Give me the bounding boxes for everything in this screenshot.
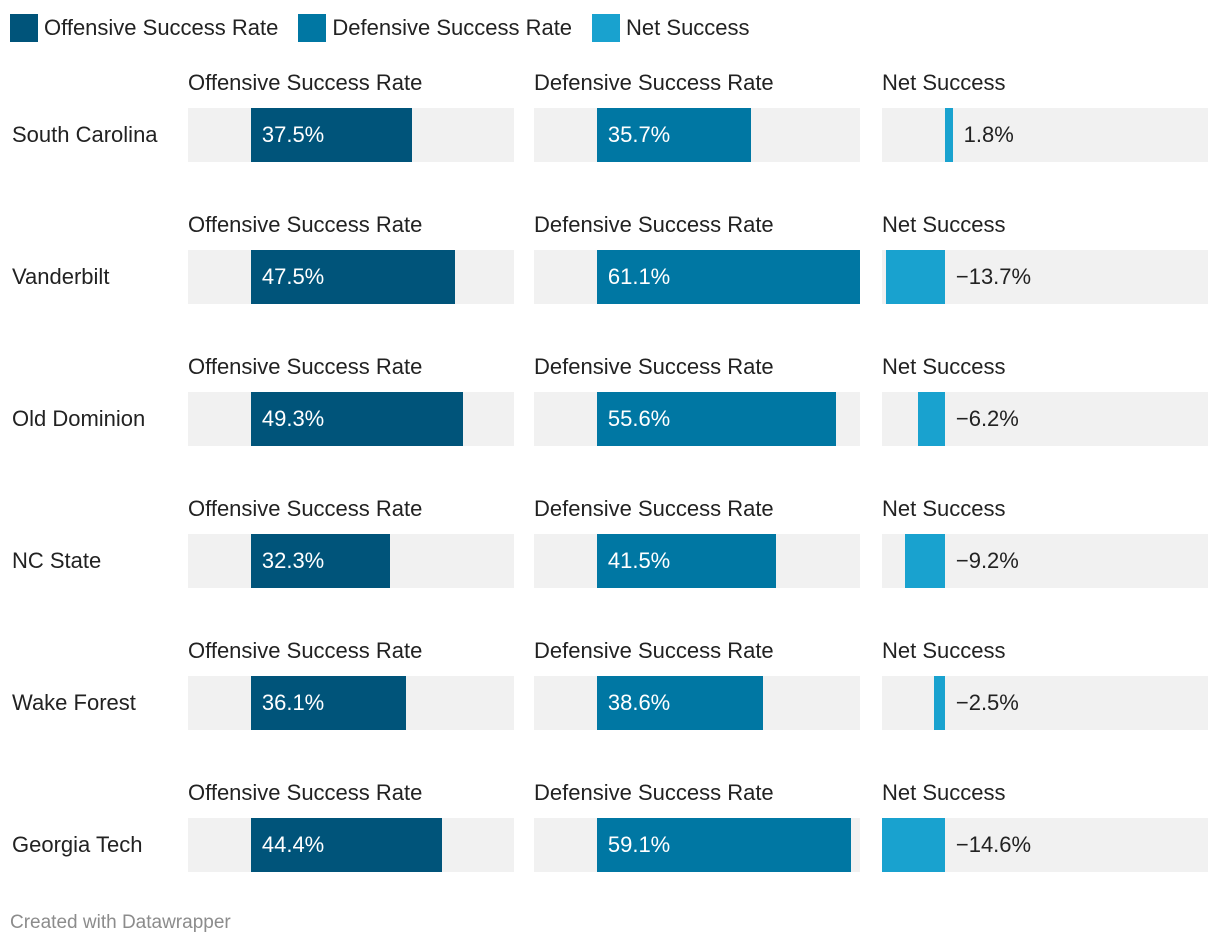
- data-label: 32.3%: [261, 548, 325, 573]
- data-label: 35.7%: [607, 122, 671, 147]
- panel-title-net: Net Success: [882, 496, 1006, 521]
- data-label: 44.4%: [261, 832, 325, 857]
- bar-offensive[interactable]: [250, 534, 390, 588]
- data-label: 41.5%: [607, 548, 671, 573]
- panel-title-defensive: Defensive Success Rate: [534, 496, 774, 521]
- legend-swatch-offensive: [10, 14, 38, 42]
- data-label: −6.2%: [955, 406, 1019, 431]
- panel-title-offensive: Offensive Success Rate: [188, 780, 423, 805]
- row-label: Wake Forest: [12, 690, 136, 715]
- legend-item-defensive: Defensive Success Rate: [298, 14, 572, 42]
- data-label: −13.7%: [955, 264, 1032, 289]
- data-label: 36.1%: [261, 690, 325, 715]
- legend-label-offensive: Offensive Success Rate: [44, 15, 279, 40]
- data-label: −14.6%: [955, 832, 1032, 857]
- panel-title-defensive: Defensive Success Rate: [534, 638, 774, 663]
- data-label: −9.2%: [955, 548, 1019, 573]
- row-label: South Carolina: [12, 122, 158, 147]
- row-label: Georgia Tech: [12, 832, 143, 857]
- bar-net[interactable]: [885, 250, 945, 304]
- data-label: 61.1%: [607, 264, 671, 289]
- panel-title-net: Net Success: [882, 780, 1006, 805]
- panel-title-offensive: Offensive Success Rate: [188, 70, 423, 95]
- bar-offensive[interactable]: [250, 250, 456, 304]
- row-label: NC State: [12, 548, 102, 573]
- panel-title-offensive: Offensive Success Rate: [188, 638, 423, 663]
- data-label: 37.5%: [261, 122, 325, 147]
- bar-defensive[interactable]: [596, 534, 776, 588]
- data-label: 59.1%: [607, 832, 671, 857]
- data-label: 1.8%: [963, 122, 1014, 147]
- bar-net[interactable]: [905, 534, 945, 588]
- legend-label-net: Net Success: [626, 15, 750, 40]
- data-label: −2.5%: [955, 690, 1019, 715]
- bar-track: [882, 108, 1208, 162]
- panel-title-offensive: Offensive Success Rate: [188, 212, 423, 237]
- bar-offensive[interactable]: [250, 818, 443, 872]
- panel-title-defensive: Defensive Success Rate: [534, 354, 774, 379]
- data-label: 49.3%: [261, 406, 325, 431]
- footer-credit: Created with Datawrapper: [10, 912, 231, 933]
- bar-net[interactable]: [944, 108, 953, 162]
- row-label: Old Dominion: [12, 406, 146, 431]
- data-label: 38.6%: [607, 690, 671, 715]
- bar-net[interactable]: [918, 392, 945, 446]
- legend-label-defensive: Defensive Success Rate: [332, 15, 573, 40]
- legend-item-net: Net Success: [592, 14, 750, 42]
- panel-title-offensive: Offensive Success Rate: [188, 354, 423, 379]
- bar-defensive[interactable]: [596, 676, 764, 730]
- panel-title-net: Net Success: [882, 70, 1006, 95]
- panel-title-defensive: Defensive Success Rate: [534, 70, 774, 95]
- bar-defensive[interactable]: [596, 250, 860, 304]
- legend-swatch-net: [592, 14, 621, 42]
- bar-defensive[interactable]: [596, 818, 852, 872]
- bar-offensive[interactable]: [250, 392, 464, 446]
- panel-title-offensive: Offensive Success Rate: [188, 496, 423, 521]
- data-label: 47.5%: [261, 264, 325, 289]
- bar-offensive[interactable]: [250, 676, 407, 730]
- panel-title-defensive: Defensive Success Rate: [534, 780, 774, 805]
- panel-title-defensive: Defensive Success Rate: [534, 212, 774, 237]
- bar-track: [882, 676, 1208, 730]
- bar-net[interactable]: [934, 676, 945, 730]
- legend: Offensive Success Rate Defensive Success…: [10, 14, 770, 42]
- legend-item-offensive: Offensive Success Rate: [10, 14, 278, 42]
- bar-defensive[interactable]: [596, 108, 751, 162]
- bar-defensive[interactable]: [596, 392, 837, 446]
- panel-title-net: Net Success: [882, 212, 1006, 237]
- bar-net[interactable]: [882, 818, 945, 872]
- panel-title-net: Net Success: [882, 354, 1006, 379]
- data-label: 55.6%: [607, 406, 671, 431]
- row-label: Vanderbilt: [12, 264, 110, 289]
- legend-swatch-defensive: [298, 14, 327, 42]
- bar-offensive[interactable]: [250, 108, 413, 162]
- panel-title-net: Net Success: [882, 638, 1006, 663]
